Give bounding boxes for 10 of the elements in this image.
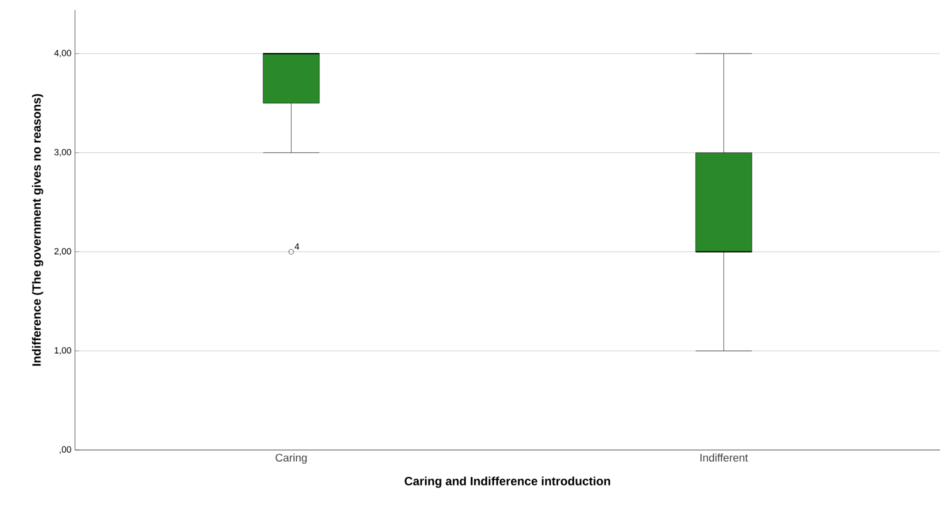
- y-tick-label: 1,00: [54, 347, 72, 355]
- x-axis-title: Caring and Indifference introduction: [404, 476, 610, 488]
- annotation: 4: [294, 243, 300, 250]
- y-axis-title: Indifference (The government gives no reasons): [32, 94, 44, 366]
- x-tick-label: Indifferent: [700, 454, 748, 462]
- x-tick-label: Caring: [276, 454, 307, 464]
- y-tick-label: ,00: [60, 446, 72, 454]
- y-tick-label: 4,00: [54, 50, 72, 58]
- y-tick-label: 3,00: [54, 148, 72, 156]
- y-tick-label: 2,00: [54, 248, 72, 256]
